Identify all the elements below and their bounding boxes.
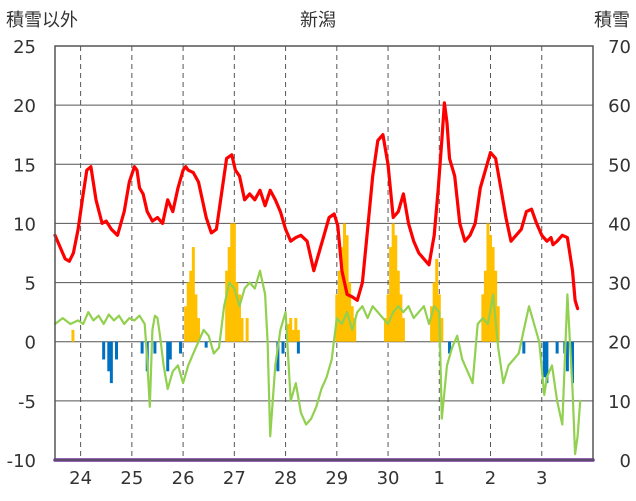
bar: [168, 341, 172, 360]
left-tick-label: 5: [25, 274, 36, 295]
bar: [194, 294, 198, 342]
x-tick-label: 30: [377, 468, 400, 489]
bar: [232, 223, 236, 342]
bar: [337, 270, 341, 342]
bar: [340, 247, 344, 342]
bar: [448, 341, 452, 354]
plot-background: [55, 46, 593, 460]
bar: [109, 341, 113, 384]
bar: [294, 318, 298, 342]
bar: [399, 294, 403, 342]
bar: [230, 223, 234, 342]
bar: [353, 318, 357, 342]
bar: [71, 329, 75, 342]
plot-border: [54, 45, 594, 461]
bar: [350, 306, 354, 342]
bar: [140, 341, 144, 354]
right-tick-label: 50: [608, 155, 631, 176]
bar: [227, 247, 231, 342]
left-tick-label: 10: [13, 214, 36, 235]
bar: [494, 270, 498, 342]
right-tick-label: 30: [608, 274, 631, 295]
x-tick-label: 24: [69, 468, 92, 489]
bar: [296, 341, 300, 354]
bar: [545, 341, 549, 384]
x-tick-label: 26: [172, 468, 195, 489]
bar: [276, 341, 280, 372]
x-tick-label: 1: [434, 468, 445, 489]
bar: [542, 341, 546, 378]
left-axis-ticks: -10 -5 0 5 10 15 20 25: [7, 37, 36, 472]
bar: [240, 318, 244, 342]
bar: [483, 270, 487, 342]
right-tick-label: 70: [608, 37, 631, 58]
bar: [486, 223, 490, 342]
bar: [394, 235, 398, 342]
bar: [391, 223, 395, 342]
bar: [281, 341, 285, 354]
x-tick-label: 29: [325, 468, 348, 489]
x-tick-label: 25: [120, 468, 143, 489]
bar: [571, 341, 575, 384]
bar: [401, 318, 405, 342]
bar: [389, 247, 393, 342]
x-tick-label: 2: [485, 468, 496, 489]
bar: [291, 329, 295, 342]
bar: [196, 318, 200, 342]
left-tick-label: 20: [13, 96, 36, 117]
bar: [179, 341, 183, 354]
bar: [296, 329, 300, 342]
bar: [496, 306, 500, 342]
bar: [225, 270, 229, 342]
bar: [522, 341, 526, 354]
bar: [289, 318, 293, 342]
bar: [435, 258, 439, 342]
bar: [565, 341, 569, 372]
right-tick-label: 40: [608, 214, 631, 235]
x-tick-label: 28: [274, 468, 297, 489]
bar: [489, 235, 493, 342]
bar: [186, 282, 190, 342]
x-tick-label: 27: [223, 468, 246, 489]
bar: [430, 306, 434, 342]
bar: [245, 318, 249, 342]
left-axis-title: 積雪以外: [6, 10, 78, 31]
bar: [107, 341, 111, 372]
bar: [191, 247, 195, 342]
bar: [555, 341, 559, 354]
right-axis-title: 積雪: [594, 10, 630, 31]
bar: [102, 341, 106, 360]
bar: [235, 282, 239, 342]
x-axis-ticks: 24 25 26 27 28 29 30 1 2 3: [69, 468, 547, 489]
bar: [440, 318, 444, 342]
bar: [237, 294, 241, 342]
series-line: [53, 269, 582, 456]
bar: [184, 306, 188, 342]
bar: [114, 341, 118, 360]
series-line: [53, 101, 580, 311]
bar: [153, 341, 157, 354]
right-tick-label: 20: [608, 333, 631, 354]
left-tick-label: -5: [18, 392, 36, 413]
bar: [383, 318, 387, 342]
bar: [348, 282, 352, 342]
bar: [166, 341, 170, 372]
bar: [286, 323, 290, 342]
bar: [189, 270, 193, 342]
horizontal-gridlines: [55, 104, 593, 402]
chart-title: 新潟: [300, 10, 336, 31]
right-tick-label: 10: [608, 392, 631, 413]
bar: [386, 294, 390, 342]
bar: [204, 341, 208, 348]
left-tick-label: 25: [13, 37, 36, 58]
right-axis-ticks: 0 10 20 30 40 50 60 70: [608, 37, 631, 472]
left-tick-label: 15: [13, 155, 36, 176]
left-tick-label: 0: [25, 333, 36, 354]
right-tick-label: 0: [620, 451, 631, 472]
x-tick-label: 3: [536, 468, 547, 489]
right-tick-label: 60: [608, 96, 631, 117]
left-tick-label: -10: [7, 451, 36, 472]
bar: [432, 282, 436, 342]
